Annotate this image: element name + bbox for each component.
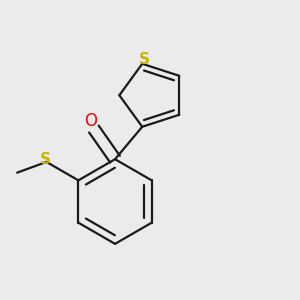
Text: S: S (40, 152, 51, 166)
Text: S: S (139, 52, 150, 67)
Text: O: O (85, 112, 98, 130)
